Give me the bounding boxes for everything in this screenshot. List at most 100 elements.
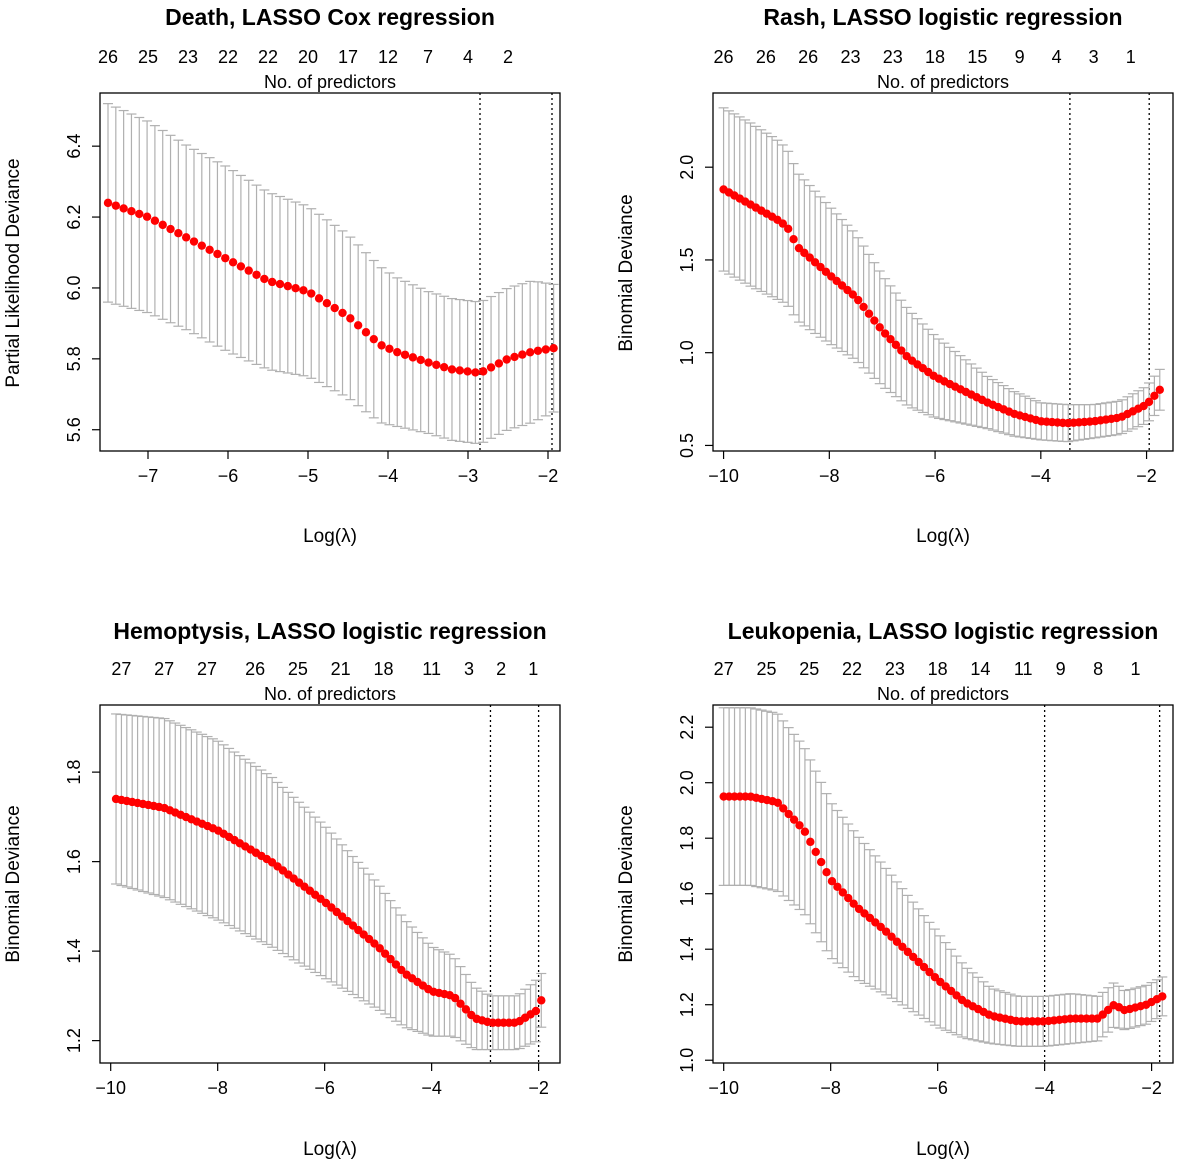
- plot-frame: [712, 92, 1174, 452]
- x-tick-label: −10: [708, 1078, 739, 1098]
- cv-point: [400, 350, 410, 359]
- cv-point: [1155, 385, 1164, 394]
- top-tick-label: 3: [464, 659, 474, 679]
- cv-point: [127, 206, 136, 216]
- cv-point: [887, 932, 896, 941]
- cv-point: [338, 308, 347, 318]
- plot-marks: −10 −8 −6 −4 −21.21.41.61.827 27 27 26 25 21 18 11 3…: [64, 659, 549, 1098]
- cv-point: [369, 334, 378, 344]
- y-tick-label: 1.0: [677, 340, 697, 365]
- top-tick-label: 7: [423, 47, 433, 67]
- top-axis-label: No. of predictors: [264, 72, 396, 92]
- chart-title: Leukopenia, LASSO logistic regression: [728, 618, 1159, 644]
- cv-point: [375, 944, 384, 953]
- cv-point: [541, 345, 550, 354]
- top-tick-label: 12: [378, 47, 398, 67]
- y-tick-label: 6.4: [64, 134, 84, 159]
- top-tick-label: 18: [373, 659, 393, 679]
- top-tick-label: 26: [245, 659, 265, 679]
- x-tick-label: −6: [925, 466, 946, 486]
- x-tick-label: −10: [95, 1078, 126, 1098]
- cv-point: [919, 962, 929, 972]
- cv-point: [103, 198, 113, 208]
- cv-point: [795, 821, 804, 830]
- cv-point: [773, 798, 783, 808]
- cv-point: [870, 316, 879, 325]
- plot-frame: [99, 704, 561, 1064]
- top-tick-label: 27: [197, 659, 217, 679]
- cv-point: [510, 352, 519, 362]
- cv-point: [549, 344, 558, 353]
- top-tick-label: 9: [1015, 47, 1025, 67]
- top-tick-label: 23: [840, 47, 860, 67]
- x-tick-label: −4: [421, 1078, 442, 1098]
- y-tick-label: 1.5: [677, 247, 697, 272]
- x-tick-label: −7: [138, 466, 159, 486]
- top-tick-label: 3: [1089, 47, 1099, 67]
- cv-point: [213, 249, 222, 259]
- top-tick-label: 2: [496, 659, 506, 679]
- x-tick-label: −4: [1031, 466, 1052, 486]
- cv-point: [111, 201, 121, 210]
- cv-point: [424, 358, 433, 367]
- cv-point: [844, 893, 853, 903]
- top-tick-label: 21: [331, 659, 351, 679]
- cv-point: [859, 302, 868, 312]
- cv-point: [1150, 391, 1159, 401]
- cv-point: [252, 270, 261, 279]
- cv-point: [891, 340, 901, 350]
- cv-point: [533, 346, 543, 355]
- y-tick-label: 2.2: [677, 715, 697, 740]
- x-tick-label: −8: [819, 466, 840, 486]
- cv-point: [377, 341, 386, 350]
- cv-point: [322, 299, 332, 308]
- x-tick-label: −6: [927, 1078, 948, 1098]
- top-tick-label: 11: [422, 659, 441, 679]
- panel-rash: Rash, LASSO logistic regression No. of p…: [616, 4, 1174, 547]
- cv-point: [833, 882, 842, 892]
- cv-point: [353, 321, 363, 330]
- cv-point: [330, 303, 339, 313]
- cv-point: [119, 204, 128, 213]
- cv-point: [456, 999, 465, 1008]
- cv-point: [779, 804, 788, 813]
- top-tick-label: 25: [799, 659, 819, 679]
- cv-point: [897, 346, 906, 355]
- panel-death: Death, LASSO Cox regression No. of predi…: [3, 4, 561, 547]
- cv-point: [380, 949, 390, 958]
- top-tick-label: 22: [218, 47, 238, 67]
- top-tick-label: 23: [883, 47, 903, 67]
- chart-title: Hemoptysis, LASSO logistic regression: [113, 618, 546, 644]
- cv-point: [502, 355, 511, 364]
- chart-title: Death, LASSO Cox regression: [165, 4, 495, 30]
- cv-point: [537, 996, 546, 1005]
- y-tick-label: 1.8: [64, 760, 84, 785]
- y-tick-label: 1.0: [677, 1048, 697, 1073]
- cv-point: [244, 266, 253, 275]
- y-tick-label: 1.6: [64, 849, 84, 874]
- plot-frame: [712, 704, 1174, 1064]
- chart-title: Rash, LASSO logistic regression: [763, 4, 1122, 30]
- x-tick-label: −5: [298, 466, 319, 486]
- plot-marks: −10 −8 −6 −4 −2 0.5 1.0 1.5 2.0 26 26 26 23 23 18 15 9 4 3…: [677, 47, 1165, 486]
- x-tick-label: −2: [528, 1078, 549, 1098]
- x-tick-label: −2: [538, 466, 559, 486]
- x-tick-label: −10: [708, 466, 739, 486]
- cv-point: [838, 888, 848, 897]
- cv-point: [391, 960, 401, 969]
- top-tick-label: 27: [111, 659, 131, 679]
- cv-point: [875, 323, 884, 332]
- cv-point: [806, 837, 815, 847]
- x-axis-label: Log(λ): [303, 1139, 357, 1160]
- cv-point: [810, 258, 820, 267]
- cv-point: [822, 867, 831, 877]
- top-tick-label: 2: [503, 47, 513, 67]
- y-tick-label: 1.8: [677, 826, 697, 851]
- cv-point: [450, 993, 460, 1003]
- cv-point: [800, 248, 809, 258]
- top-axis-label: No. of predictors: [877, 684, 1009, 704]
- x-tick-label: −8: [820, 1078, 841, 1098]
- y-tick-label: 6.0: [64, 275, 84, 300]
- cv-point: [307, 289, 316, 298]
